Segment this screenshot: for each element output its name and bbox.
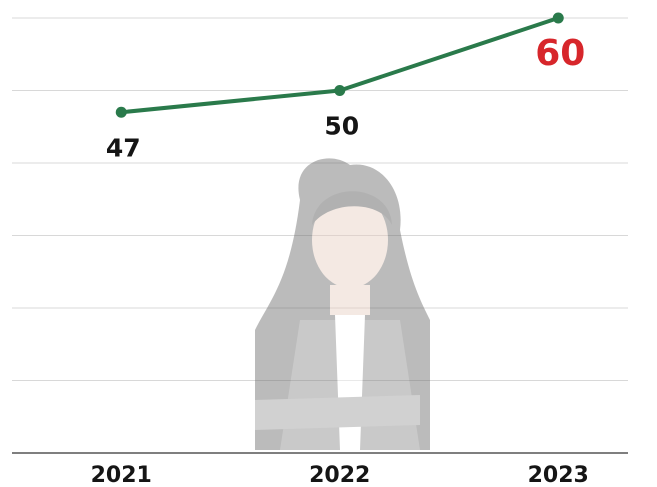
- value-label: 47: [106, 133, 141, 162]
- line: [121, 16, 559, 115]
- x-tick-label: 2023: [528, 463, 589, 487]
- point: [334, 85, 346, 96]
- illustration: [255, 158, 430, 450]
- x-tick-label: 2022: [309, 463, 370, 487]
- value-label: 50: [324, 112, 359, 141]
- x-tick-label: 2021: [91, 463, 152, 487]
- value-label: 60: [535, 33, 585, 74]
- point: [115, 106, 127, 118]
- point: [552, 12, 564, 24]
